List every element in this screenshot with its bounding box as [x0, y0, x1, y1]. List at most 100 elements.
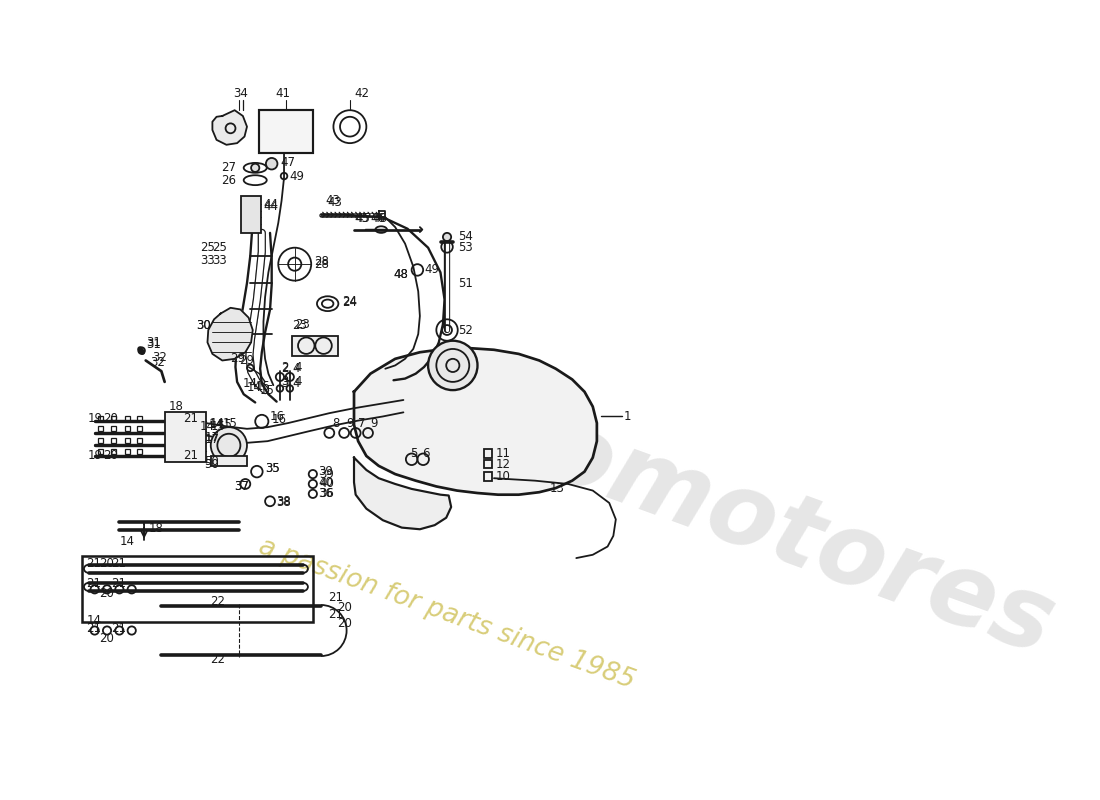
Bar: [98, 438, 103, 443]
Bar: [98, 426, 103, 431]
Text: 52: 52: [458, 323, 473, 337]
Text: 28: 28: [315, 255, 329, 268]
Text: 20: 20: [99, 587, 113, 600]
Text: 4: 4: [293, 362, 300, 375]
Text: 21: 21: [87, 622, 101, 635]
Text: 14: 14: [87, 614, 101, 627]
Bar: [138, 438, 142, 443]
Text: 39: 39: [319, 467, 334, 481]
Text: 4: 4: [295, 375, 302, 388]
Text: 21: 21: [111, 557, 126, 570]
Bar: [293, 336, 338, 356]
Text: 40: 40: [319, 476, 333, 489]
Bar: [138, 426, 142, 431]
Text: 50: 50: [205, 458, 219, 470]
Text: 23: 23: [295, 318, 309, 330]
Text: 46: 46: [372, 212, 387, 226]
Bar: [98, 416, 103, 421]
Text: 25: 25: [200, 241, 214, 254]
Text: 21: 21: [328, 607, 343, 621]
Text: 15: 15: [211, 420, 226, 433]
Bar: [165, 412, 206, 462]
Text: 32: 32: [150, 357, 165, 370]
Text: 19: 19: [87, 412, 102, 425]
Text: 44: 44: [263, 200, 278, 213]
Text: 38: 38: [276, 497, 292, 510]
Text: 22: 22: [210, 653, 224, 666]
Bar: [484, 450, 493, 458]
Bar: [111, 449, 117, 454]
Text: 4: 4: [295, 361, 302, 374]
Bar: [260, 110, 312, 153]
Text: 9: 9: [371, 417, 378, 430]
Text: 48: 48: [394, 268, 408, 282]
Polygon shape: [212, 110, 248, 145]
Text: 20: 20: [99, 557, 113, 570]
Text: 7: 7: [359, 417, 365, 430]
Text: 29: 29: [239, 354, 254, 367]
Text: 36: 36: [319, 487, 334, 500]
Text: 4: 4: [293, 377, 300, 390]
Text: 21: 21: [111, 577, 126, 590]
Bar: [484, 460, 493, 468]
Text: 19: 19: [87, 450, 102, 462]
Text: a passion for parts since 1985: a passion for parts since 1985: [255, 534, 638, 694]
Text: 54: 54: [458, 230, 473, 243]
Text: 21: 21: [328, 591, 343, 604]
Text: 12: 12: [496, 458, 510, 470]
Bar: [138, 416, 142, 421]
Text: 33: 33: [200, 254, 214, 266]
Text: 15: 15: [261, 384, 275, 397]
Circle shape: [443, 233, 451, 241]
Text: 41: 41: [276, 87, 290, 100]
Text: euromotores: euromotores: [354, 338, 1067, 676]
Bar: [111, 426, 117, 431]
Text: 15: 15: [222, 417, 238, 430]
Text: 42: 42: [354, 87, 368, 100]
Text: 22: 22: [210, 595, 224, 608]
Text: 30: 30: [196, 319, 211, 333]
Polygon shape: [354, 348, 597, 494]
Text: 21: 21: [111, 622, 126, 635]
Text: 8: 8: [332, 417, 339, 430]
Text: 20: 20: [338, 618, 352, 630]
Text: 16: 16: [272, 414, 287, 426]
Text: 21: 21: [87, 577, 101, 590]
Text: 14: 14: [210, 417, 224, 430]
Text: 34: 34: [233, 87, 248, 100]
Text: 3: 3: [282, 375, 289, 388]
Text: 20: 20: [103, 412, 118, 425]
Text: 14: 14: [208, 418, 223, 431]
Bar: [125, 449, 130, 454]
Text: 20: 20: [99, 632, 113, 646]
Text: 16: 16: [270, 410, 285, 423]
Text: 30: 30: [196, 319, 211, 333]
Bar: [125, 416, 130, 421]
Text: 35: 35: [265, 462, 279, 475]
Text: 48: 48: [394, 268, 408, 282]
Text: 43: 43: [326, 194, 340, 207]
Text: 45: 45: [354, 212, 368, 226]
Text: 39: 39: [319, 465, 333, 478]
Text: 3: 3: [282, 377, 289, 390]
Text: 43: 43: [328, 196, 342, 209]
Text: 23: 23: [293, 319, 307, 333]
Text: 17: 17: [205, 431, 219, 444]
Bar: [211, 456, 248, 466]
Text: 15: 15: [255, 380, 271, 394]
Text: 46: 46: [371, 212, 385, 226]
Text: 35: 35: [265, 462, 279, 475]
Text: 20: 20: [103, 450, 118, 462]
Bar: [125, 438, 130, 443]
Text: 47: 47: [279, 155, 295, 169]
Text: 37: 37: [234, 480, 250, 493]
Text: 29: 29: [231, 352, 245, 366]
Text: 31: 31: [146, 338, 162, 350]
Polygon shape: [354, 458, 451, 530]
Text: 20: 20: [338, 601, 352, 614]
Text: 44: 44: [263, 198, 278, 211]
Text: 2: 2: [282, 361, 289, 374]
Text: 53: 53: [458, 241, 473, 254]
Bar: [111, 416, 117, 421]
Circle shape: [211, 427, 248, 463]
